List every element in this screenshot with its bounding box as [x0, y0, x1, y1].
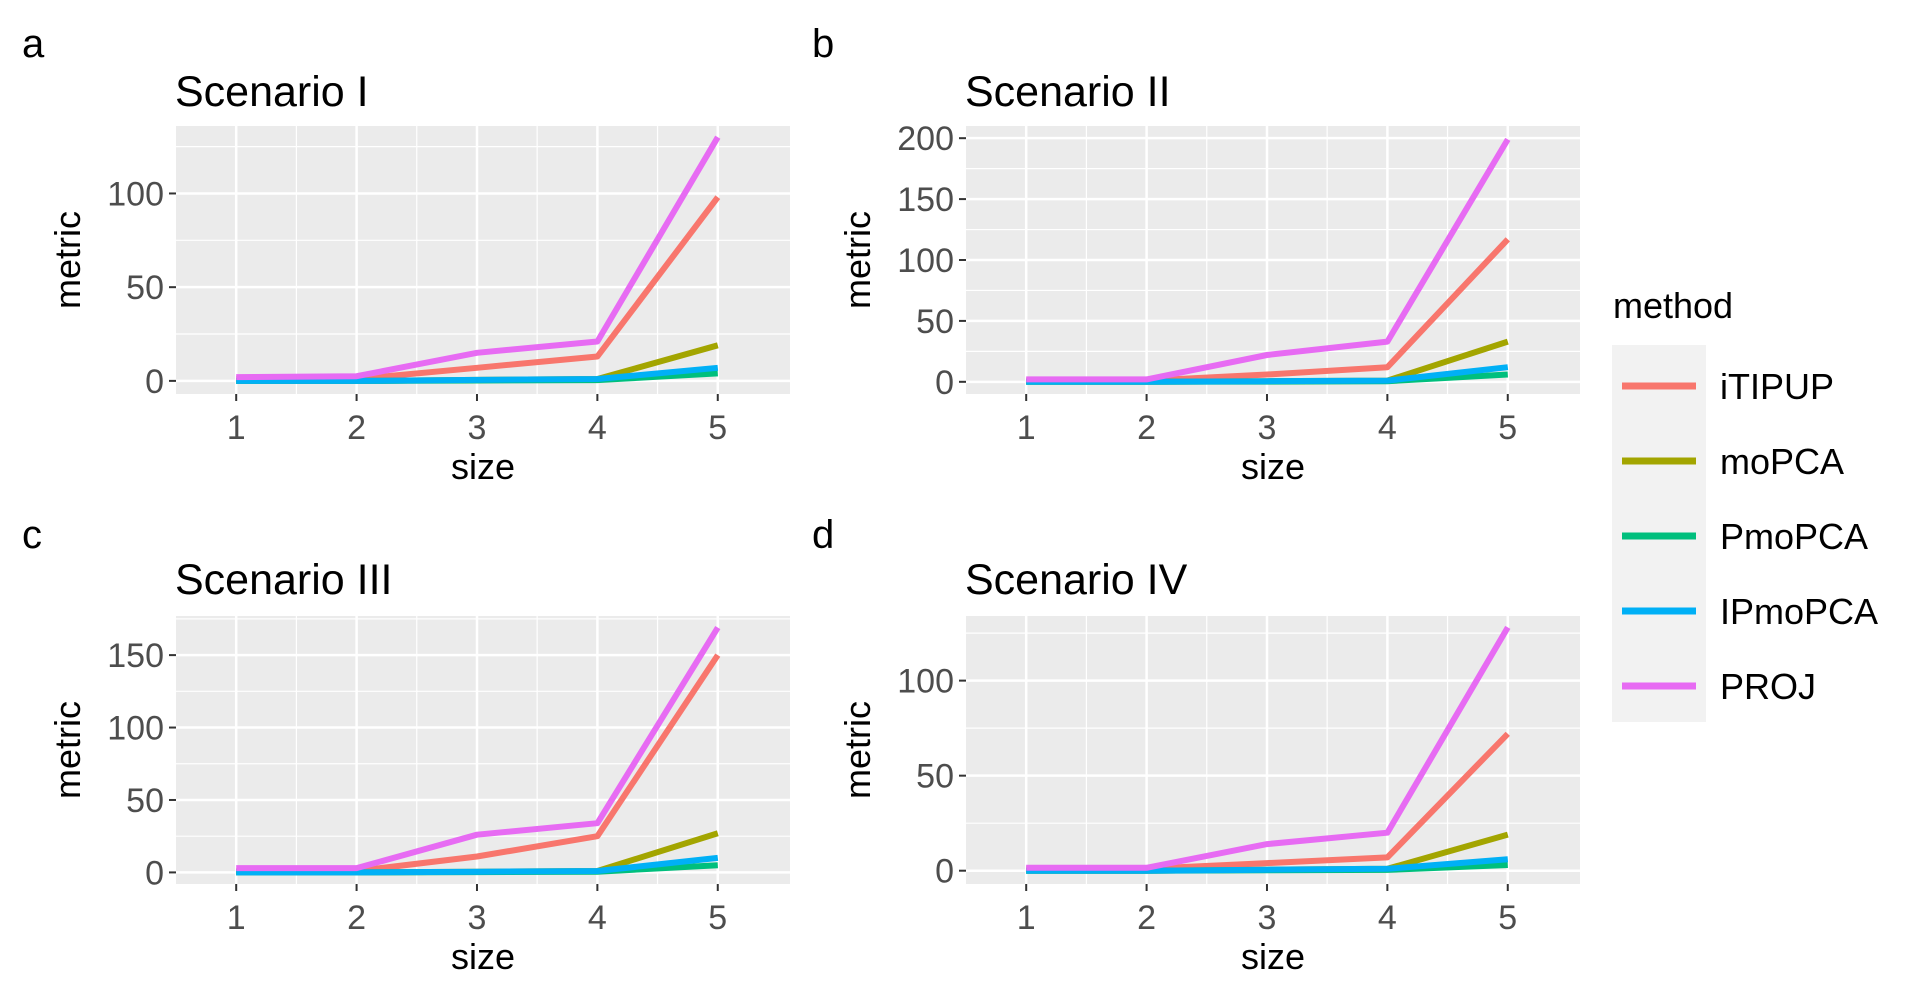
x-tick-label: 5 — [708, 899, 727, 937]
x-tick-label: 1 — [227, 899, 246, 937]
x-tick-label: 3 — [1258, 899, 1277, 937]
panel-label: a — [22, 22, 45, 66]
y-tick-label: 100 — [107, 175, 164, 213]
y-tick-label: 50 — [916, 758, 954, 796]
x-tick-label: 5 — [708, 409, 727, 447]
legend-label-ipmopca: IPmoPCA — [1720, 591, 1878, 632]
panel-scenario-1: a Scenario I 0 50 100 1 2 3 4 5 size metric — [22, 22, 790, 487]
plot-background — [966, 616, 1580, 884]
x-tick-label: 2 — [1137, 409, 1156, 447]
panel-label: b — [812, 22, 834, 66]
legend: method iTIPUP moPCA PmoPCA IPmoPCA PROJ — [1612, 285, 1878, 722]
series-line-ipmopca — [236, 854, 719, 876]
x-tick-label: 1 — [1017, 899, 1036, 937]
legend-label-proj: PROJ — [1720, 666, 1816, 707]
x-tick-label: 3 — [468, 899, 487, 937]
x-tick-label: 3 — [468, 409, 487, 447]
y-tick-label: 100 — [897, 242, 954, 280]
x-tick-label: 1 — [227, 409, 246, 447]
y-axis-ticks: 0 50 100 — [107, 175, 176, 401]
y-tick-label: 50 — [126, 782, 164, 820]
x-tick-label: 4 — [588, 409, 607, 447]
panel-scenario-3: c Scenario III 0 50 100 150 1 2 3 4 5 size metr… — [22, 513, 790, 977]
series-line-proj — [236, 626, 721, 872]
y-tick-label: 0 — [935, 364, 954, 402]
series-lines — [236, 135, 721, 384]
panel-scenario-2: b Scenario II 0 50 100 150 200 1 2 3 4 5 size me… — [812, 22, 1580, 487]
series-line-proj — [1026, 625, 1511, 871]
series-lines — [1026, 137, 1511, 385]
panel-title: Scenario II — [965, 68, 1171, 116]
y-tick-label: 50 — [126, 269, 164, 307]
series-line-ipmopca — [236, 364, 719, 384]
y-axis-ticks: 0 50 100 150 200 — [897, 120, 966, 402]
x-axis-ticks: 1 2 3 4 5 — [1017, 394, 1517, 447]
y-tick-label: 150 — [897, 181, 954, 219]
x-axis-label: size — [1241, 446, 1305, 487]
series-line-proj — [1026, 137, 1511, 383]
panel-title: Scenario III — [175, 556, 393, 604]
y-axis-ticks: 0 50 100 — [897, 663, 966, 891]
legend-label-pmopca: PmoPCA — [1720, 516, 1868, 557]
panel-label: d — [812, 513, 834, 557]
series-lines — [1026, 625, 1511, 874]
panel-label: c — [22, 513, 42, 557]
x-tick-label: 4 — [588, 899, 607, 937]
y-tick-label: 100 — [897, 663, 954, 701]
y-axis-ticks: 0 50 100 150 — [107, 637, 176, 892]
x-axis-label: size — [1241, 936, 1305, 977]
y-tick-label: 100 — [107, 710, 164, 748]
y-tick-label: 0 — [145, 854, 164, 892]
y-axis-label: metric — [837, 211, 878, 309]
y-tick-label: 200 — [897, 120, 954, 158]
x-axis-ticks: 1 2 3 4 5 — [227, 884, 727, 937]
x-axis-label: size — [451, 446, 515, 487]
y-tick-label: 50 — [916, 303, 954, 341]
x-tick-label: 2 — [347, 409, 366, 447]
y-axis-label: metric — [47, 701, 88, 799]
x-tick-label: 4 — [1378, 899, 1397, 937]
legend-entries: iTIPUP moPCA PmoPCA IPmoPCA PROJ — [1622, 366, 1878, 707]
series-lines — [236, 626, 721, 876]
panel-title: Scenario IV — [965, 556, 1188, 604]
x-axis-ticks: 1 2 3 4 5 — [1017, 884, 1517, 937]
x-axis-ticks: 1 2 3 4 5 — [227, 394, 727, 447]
y-axis-label: metric — [47, 211, 88, 309]
y-tick-label: 0 — [935, 853, 954, 891]
y-tick-label: 150 — [107, 637, 164, 675]
x-tick-label: 4 — [1378, 409, 1397, 447]
x-tick-label: 5 — [1498, 899, 1517, 937]
legend-title: method — [1613, 285, 1733, 326]
gridlines — [176, 616, 790, 884]
legend-label-mopca: moPCA — [1720, 441, 1844, 482]
x-tick-label: 2 — [1137, 899, 1156, 937]
x-tick-label: 2 — [347, 899, 366, 937]
y-tick-label: 0 — [145, 363, 164, 401]
x-tick-label: 5 — [1498, 409, 1517, 447]
panel-scenario-4: d Scenario IV 0 50 100 1 2 3 4 5 size metric — [812, 513, 1580, 977]
legend-label-itipup: iTIPUP — [1720, 366, 1834, 407]
panel-title: Scenario I — [175, 68, 369, 116]
x-axis-label: size — [451, 936, 515, 977]
plot-background — [176, 616, 790, 884]
x-tick-label: 3 — [1258, 409, 1277, 447]
series-line-proj — [236, 135, 721, 381]
y-axis-label: metric — [837, 701, 878, 799]
x-tick-label: 1 — [1017, 409, 1036, 447]
